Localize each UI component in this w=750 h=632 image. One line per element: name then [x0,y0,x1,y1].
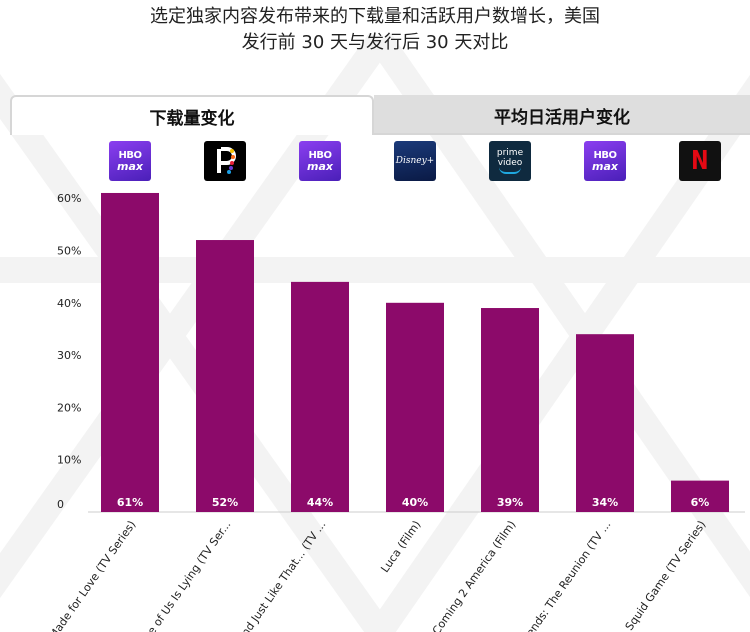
x-category-label: Luca (Film) [378,518,423,575]
x-category-label: Made for Love (TV Series) [47,518,139,632]
bar [576,334,634,512]
bar-value-label: 40% [402,496,428,509]
hbo-max-logo: HBO max [109,141,151,181]
bar-value-label: 34% [592,496,618,509]
title-line-1: 选定独家内容发布带来的下载量和活跃用户数增长，美国 [150,6,600,27]
title-line-2: 发行前 30 天与发行后 30 天对比 [241,32,509,53]
logo-text: N [691,146,709,176]
hbo-max-logo: HBO max [299,141,341,181]
chart-title: 选定独家内容发布带来的下载量和活跃用户数增长，美国 发行前 30 天与发行后 3… [0,4,750,56]
logo-text: HBO [118,149,143,161]
bar [481,308,539,512]
peacock-icon [217,147,236,174]
bar-value-label: 52% [212,496,238,509]
y-tick-label: 0 [57,498,64,511]
bar [101,192,159,512]
logo-text: prime [496,148,524,158]
bar [291,281,349,512]
bar [671,480,729,512]
logo-text: video [497,158,523,168]
bar [196,240,254,513]
logo-text: max [117,159,143,173]
logo-text: Disney+ [395,156,435,166]
bar-value-label: 44% [307,496,333,509]
y-tick-label: 30% [57,349,81,362]
logo-text: max [307,159,333,173]
y-tick-label: 10% [57,454,81,467]
hbo-max-logo: HBO max [584,141,626,181]
logo-text: HBO [593,149,618,161]
bar-value-label: 61% [117,496,143,509]
tab-avg-dau-change[interactable]: 平均日活用户变化 [374,95,750,135]
tab-downloads-change[interactable]: 下载量变化 [10,95,374,135]
tab-avg-dau-change-label: 平均日活用户变化 [494,107,630,128]
bar [386,302,444,512]
peacock-logo [204,141,246,181]
bar-value-label: 39% [497,496,523,509]
y-tick-label: 20% [57,401,81,414]
x-category-label: Friends: The Reunion (TV ... [516,518,613,632]
tab-divider [374,133,750,135]
logo-text: HBO [308,149,333,161]
x-category-label: And Just Like That... (TV ... [234,518,328,632]
x-category-label: Coming 2 America (Film) [430,518,519,632]
tab-downloads-change-label: 下载量变化 [149,108,235,129]
bar-value-label: 6% [691,496,710,509]
y-tick-label: 40% [57,297,81,310]
netflix-logo: N [679,141,721,181]
disney-plus-logo: Disney+ [394,141,436,181]
prime-video-logo: prime video [489,141,531,181]
logo-text: max [592,159,618,173]
prime-smile-icon [499,167,521,174]
y-tick-label: 60% [57,192,81,205]
x-category-label: Squid Game (TV Series) [623,518,709,632]
y-tick-label: 50% [57,245,81,258]
x-category-label: One of Us Is Lying (TV Ser... [136,518,234,632]
